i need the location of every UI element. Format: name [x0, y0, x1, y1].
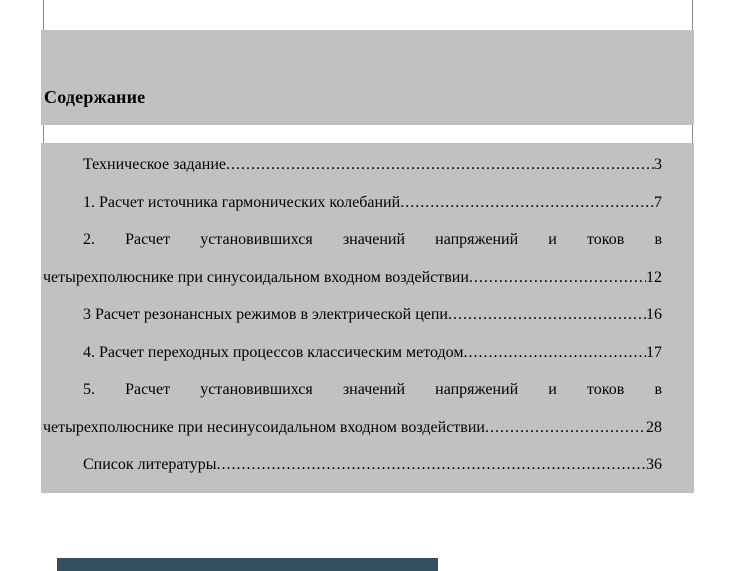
toc-entry-text[interactable]: 5. Расчет установившихся значений напряж… — [83, 381, 662, 398]
toc-row[interactable]: четырехполюснике при синусоидальном вход… — [43, 259, 662, 297]
dot-leader: ........................................… — [468, 268, 646, 286]
toc-entry-text[interactable]: 2. Расчет установившихся значений напряж… — [83, 231, 662, 248]
toc-entry-text[interactable]: Список литературы — [83, 456, 217, 473]
dot-leader: ........................................… — [484, 418, 646, 436]
toc-selection-block: Техническое задание.....................… — [41, 143, 694, 493]
toc-entry-text[interactable]: четырехполюснике при синусоидальном вход… — [43, 268, 469, 286]
toc-entry-text[interactable]: Техническое задание — [83, 156, 226, 173]
dot-leader: ........................................… — [216, 456, 646, 473]
toc-row[interactable]: Список литературы.......................… — [43, 446, 662, 484]
dot-leader: ........................................… — [463, 343, 646, 361]
toc-entry-text[interactable]: 4. Расчет переходных процессов классичес… — [83, 343, 464, 361]
toc-list: Техническое задание.....................… — [41, 143, 694, 484]
dot-leader: ........................................… — [400, 193, 654, 211]
toc-row[interactable]: 2. Расчет установившихся значений напряж… — [43, 221, 662, 259]
toc-row[interactable]: Техническое задание.....................… — [43, 146, 662, 184]
page-number[interactable]: 17 — [646, 343, 662, 361]
toc-entry-text[interactable]: 1. Расчет источника гармонических колеба… — [83, 193, 401, 211]
page-number[interactable]: 3 — [654, 156, 662, 173]
heading-selection-block: Содержание — [41, 30, 694, 125]
dot-leader: ........................................… — [225, 156, 654, 173]
toc-heading[interactable]: Содержание — [44, 87, 146, 107]
toc-entry-text[interactable]: 3 Расчет резонансных режимов в электриче… — [83, 306, 448, 323]
toc-row[interactable]: 4. Расчет переходных процессов классичес… — [43, 334, 662, 372]
page-number[interactable]: 16 — [646, 306, 662, 323]
toc-row[interactable]: четырехполюснике при несинусоидальном вх… — [43, 409, 662, 447]
page-number[interactable]: 36 — [646, 456, 662, 473]
toc-row[interactable]: 3 Расчет резонансных режимов в электриче… — [43, 296, 662, 334]
page-number[interactable]: 12 — [646, 268, 662, 286]
bottom-bar[interactable] — [57, 558, 438, 571]
toc-row[interactable]: 5. Расчет установившихся значений напряж… — [43, 371, 662, 409]
page-number[interactable]: 28 — [646, 418, 662, 436]
dot-leader: ........................................… — [447, 306, 646, 323]
toc-entry-text[interactable]: четырехполюснике при несинусоидальном вх… — [43, 418, 485, 436]
toc-row[interactable]: 1. Расчет источника гармонических колеба… — [43, 184, 662, 222]
page-number[interactable]: 7 — [654, 193, 662, 211]
